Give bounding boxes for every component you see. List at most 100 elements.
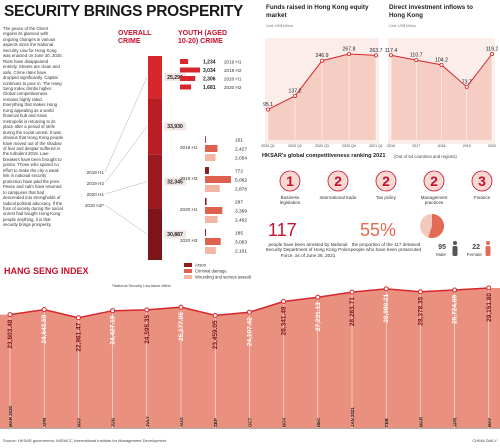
source: Source: HKSAR government, IMDWCC Interna… [3,438,167,443]
hsi-point [486,285,492,291]
point-value: 263.7 [370,48,383,54]
crime-type-value: 297 [235,200,243,206]
chart-title: Funds raised in Hong Kong equity market [266,4,369,19]
hsi-value: 24,427.19 [110,315,117,344]
crime-type-value: 5,062 [235,178,247,184]
prosecuted-text: the proportion of the 117 detained peopl… [350,242,422,253]
legend-swatch [184,269,192,273]
connector [104,204,148,235]
chart-title: Direct investment inflows to Hong Kong [389,4,473,19]
label-box [164,230,186,239]
hsi-point [246,309,252,315]
crime-value: 25,296 [167,75,183,81]
hsi-month: JAN 2021 [350,407,355,427]
legend-label: Wounding and serious assault [195,275,252,280]
point [464,84,469,89]
crime-type-value: 2,427 [235,147,247,153]
rank-badge [423,170,445,192]
youth-total-value: 1,681 [203,85,216,91]
hsi-value: 28,283.71 [349,297,356,326]
youth-total-value: 3,034 [203,68,216,74]
person-head [453,241,457,245]
crime-type-bar [205,176,231,183]
point [414,58,419,63]
hsi-point [349,289,355,295]
youth-total-bar [180,76,196,81]
hsi-month: MAY [487,418,492,427]
legend-label: Criminal damage [195,269,227,274]
youth-period: 2020 H1 [224,76,242,81]
youth-total-value: 1,234 [203,59,216,65]
x-tick-label: 2018 [438,144,446,148]
point-value: 95.1 [263,102,273,108]
connector [104,126,148,184]
hsi-point [7,312,13,318]
hsi-month: NOV [282,417,287,427]
youth-total-bar [180,84,192,90]
person-body [452,246,458,256]
crime-type-bar [205,136,206,143]
male-label: Male [436,252,446,257]
label-box [164,122,186,131]
crime-type-value: 3,063 [235,240,247,246]
crime-type-bar [205,238,221,245]
hsi-month: APR [453,417,458,427]
crime-value: 32,345 [167,179,183,185]
hsi-value: 24,595.35 [144,315,151,344]
youth-total-value: 2,306 [203,76,216,82]
hsi-month: JULY [145,416,150,427]
intro-text: The peace of the Orient regains its glam… [3,26,63,228]
hsi-point [315,294,321,300]
credit: CHINA DAILY [472,438,497,443]
point-value: 104.2 [435,57,448,63]
crime-type-value: 2,101 [235,249,247,255]
crime-type-bar [205,145,218,152]
hsi-value: 26,341.49 [281,306,288,335]
crime-type-bar [205,216,218,223]
label-box [164,177,186,186]
point [388,53,393,58]
rank-badge [471,170,493,192]
hsi-month: SEP [213,418,218,427]
hsi-value: 27,231.13 [315,302,322,331]
rank-label: Finance [473,195,491,200]
crime-value: 30,887 [167,232,183,238]
hsi-point [178,304,184,310]
period-label: 2019 H2 [87,181,105,186]
point-value: 73.7 [462,79,472,85]
rank-label: International trade [319,195,357,200]
hsi-point [212,312,218,318]
hsi-point [144,307,150,313]
hsi-month: MAR 2020 [8,405,13,427]
hsi-value: 28,724.88 [452,295,459,324]
crime-type-bar [205,198,207,205]
rank-value: 2 [382,173,390,189]
hsi-value: 25,177.05 [178,312,185,341]
x-tick-label: 2019 [463,144,471,148]
group-period: 2020 H1 [180,207,198,212]
rank-badge [375,170,397,192]
point [489,52,494,57]
period-label: 2020 H2* [85,203,104,208]
x-tick-label: 2020 Q1 [261,144,275,148]
ranking-subtitle: (Out of 64 countries and regions) [394,154,457,159]
crime-type-value: 2,462 [235,218,247,224]
label-box [164,73,186,82]
crime-value: 33,930 [167,124,183,130]
legend-swatch [184,275,192,279]
point [439,62,444,67]
crime-type-bar [205,167,209,174]
hsi-month: FEB [384,418,389,427]
x-tick-label: 2021 Q1 [369,144,383,148]
title: SECURITY BRINGS PROSPERITY [4,3,244,20]
hsi-value: 29,151.80 [486,293,493,322]
hsi-month: APR [42,417,47,427]
youth-crime-title: YOUTH (AGED 10-20) CRIME [178,30,227,45]
youth-total-bar [180,59,189,64]
x-tick-label: 2017 [412,144,420,148]
arrest-text: people have been arrested by National Se… [265,242,351,258]
crime-type-value: 151 [235,138,243,144]
hsi-month: AUG [179,417,184,427]
x-tick-label: 2020 Q3 [315,144,329,148]
